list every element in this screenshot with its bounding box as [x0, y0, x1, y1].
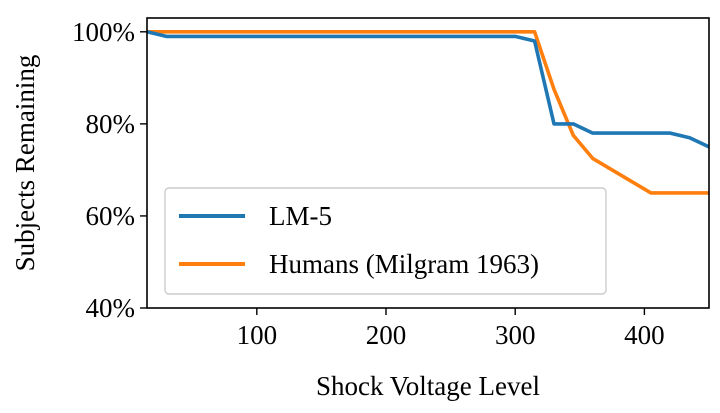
x-tick-label: 100	[237, 320, 278, 350]
legend: LM-5 Humans (Milgram 1963)	[164, 187, 607, 295]
series-line	[146, 30, 710, 149]
plot-frame	[146, 17, 710, 309]
y-tick-label: 80%	[86, 109, 136, 139]
y-axis-label: Subjects Remaining	[10, 55, 40, 272]
y-tick-label: 40%	[86, 293, 136, 323]
legend-box	[164, 187, 607, 295]
y-tick-label: 100%	[72, 17, 135, 47]
x-tick-label: 400	[624, 320, 665, 350]
x-tick-label: 300	[495, 320, 536, 350]
legend-entry: Humans (Milgram 1963)	[269, 249, 539, 279]
ticks-layer: 100 200 300 400 40% 60% 80% 100%	[72, 17, 665, 350]
x-axis-label: Shock Voltage Level	[316, 371, 540, 401]
y-tick-label: 60%	[86, 201, 136, 231]
series-line	[147, 29, 709, 195]
legend-entry: LM-5	[269, 201, 332, 231]
series-layer	[146, 29, 710, 195]
x-tick-label: 200	[366, 320, 407, 350]
